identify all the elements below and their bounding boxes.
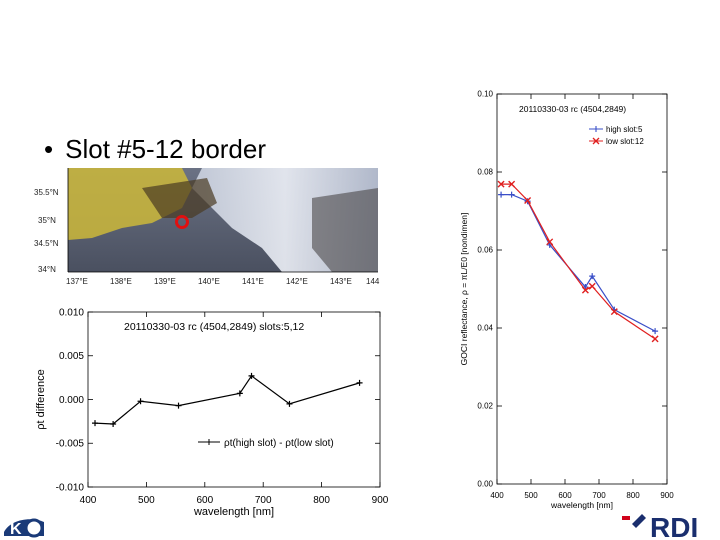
data-point	[497, 180, 505, 188]
x-tick-label: 700	[592, 491, 606, 500]
legend-marker	[206, 439, 212, 445]
kordi-logo: RDI	[622, 512, 698, 540]
legend-label: ρt(high slot) - ρt(low slot)	[224, 438, 334, 449]
y-tick-label: 0.00	[477, 480, 493, 489]
y-tick-label: 0.08	[477, 168, 493, 177]
map-lon-label: 139°E	[154, 277, 176, 286]
data-point	[524, 196, 532, 204]
bullet-marker: •	[44, 134, 54, 164]
x-tick-label: 500	[524, 491, 538, 500]
data-point	[652, 328, 659, 335]
bullet-line: • Slot #5-12 border	[44, 134, 266, 165]
y-tick-label: 0.10	[477, 90, 493, 99]
bullet-text: Slot #5-12 border	[65, 134, 267, 164]
data-point	[248, 372, 255, 379]
data-point	[236, 390, 243, 397]
y-tick-label: -0.010	[56, 482, 85, 493]
y-tick-label: 0.04	[477, 324, 493, 333]
data-point	[610, 308, 618, 316]
series-line	[94, 375, 360, 425]
map-marker	[175, 215, 189, 229]
map-lon-label: 143°E	[330, 277, 352, 286]
data-point	[137, 398, 144, 405]
map-lat-label: 35.5°N	[34, 188, 59, 197]
x-tick-label: 800	[626, 491, 640, 500]
series-line	[501, 194, 656, 332]
chart-title: 20110330-03 rc (4504,2849)	[519, 104, 626, 114]
data-point	[356, 379, 363, 386]
map-lat-label: 34.5°N	[34, 239, 59, 248]
x-tick-label: 600	[196, 495, 213, 506]
x-tick-label: 900	[660, 491, 674, 500]
y-axis-label: ρt difference	[35, 369, 47, 429]
y-tick-label: -0.005	[56, 439, 85, 450]
map-lon-label: 142°E	[286, 277, 308, 286]
difference-chart: 400 500 600 700 800 900 -0.010 -0.005 0.000 0.005…	[35, 307, 389, 518]
data-point	[581, 286, 589, 294]
legend-label: high slot:5	[606, 125, 643, 134]
data-point	[92, 420, 99, 427]
map-lon-label: 138°E	[110, 277, 132, 286]
x-tick-label: 500	[138, 495, 155, 506]
data-point	[110, 421, 117, 427]
chart-title: 20110330-03 rc (4504,2849) slots:5,12	[124, 321, 304, 333]
data-point	[498, 191, 505, 198]
kiost-logo: K	[4, 518, 44, 538]
x-axis-label: wavelength [nm]	[193, 506, 274, 518]
map-lon-label: 141°E	[242, 277, 264, 286]
x-tick-label: 700	[255, 495, 272, 506]
data-point	[589, 273, 596, 280]
map-land-dark	[142, 178, 217, 218]
satellite-map: 35.5°N 35°N 34.5°N 34°N 137°E 138°E 139°…	[32, 168, 384, 290]
map-lon-label: 144	[366, 277, 380, 286]
map-lat-label: 34°N	[38, 265, 56, 274]
data-point	[286, 400, 293, 407]
y-tick-label: 0.000	[59, 395, 84, 406]
legend-marker	[593, 126, 599, 132]
data-point	[546, 238, 554, 246]
y-tick-label: 0.010	[59, 307, 84, 318]
series-line	[501, 183, 656, 340]
legend-label: low slot:12	[606, 137, 644, 146]
svg-text:RDI: RDI	[650, 512, 698, 540]
data-point	[588, 282, 596, 290]
data-point	[508, 180, 516, 188]
x-tick-label: 900	[372, 495, 389, 506]
y-tick-label: 0.06	[477, 246, 493, 255]
map-lon-label: 140°E	[198, 277, 220, 286]
x-tick-label: 800	[313, 495, 330, 506]
x-axis-label: wavelength [nm]	[550, 500, 613, 510]
x-tick-label: 400	[80, 495, 97, 506]
plot-frame	[496, 93, 668, 485]
data-point	[508, 191, 515, 198]
x-tick-label: 600	[558, 491, 572, 500]
x-tick-label: 400	[490, 491, 504, 500]
map-lon-label: 137°E	[66, 277, 88, 286]
map-lat-label: 35°N	[38, 216, 56, 225]
y-tick-label: 0.005	[59, 351, 84, 362]
y-tick-label: 0.02	[477, 402, 493, 411]
map-cloud-dark	[312, 188, 378, 272]
reflectance-chart: 400 500 600 700 800 900 0.00 0.02 0.04 0.06 0.08 0.…	[459, 90, 674, 510]
plot-frame	[87, 311, 381, 488]
data-point	[175, 402, 182, 409]
data-point	[651, 335, 659, 343]
y-axis-label: GOCI reflectance, ρ = πL/E0 [nondimen]	[459, 213, 469, 366]
svg-text:K: K	[10, 521, 22, 538]
legend-marker	[592, 137, 600, 145]
